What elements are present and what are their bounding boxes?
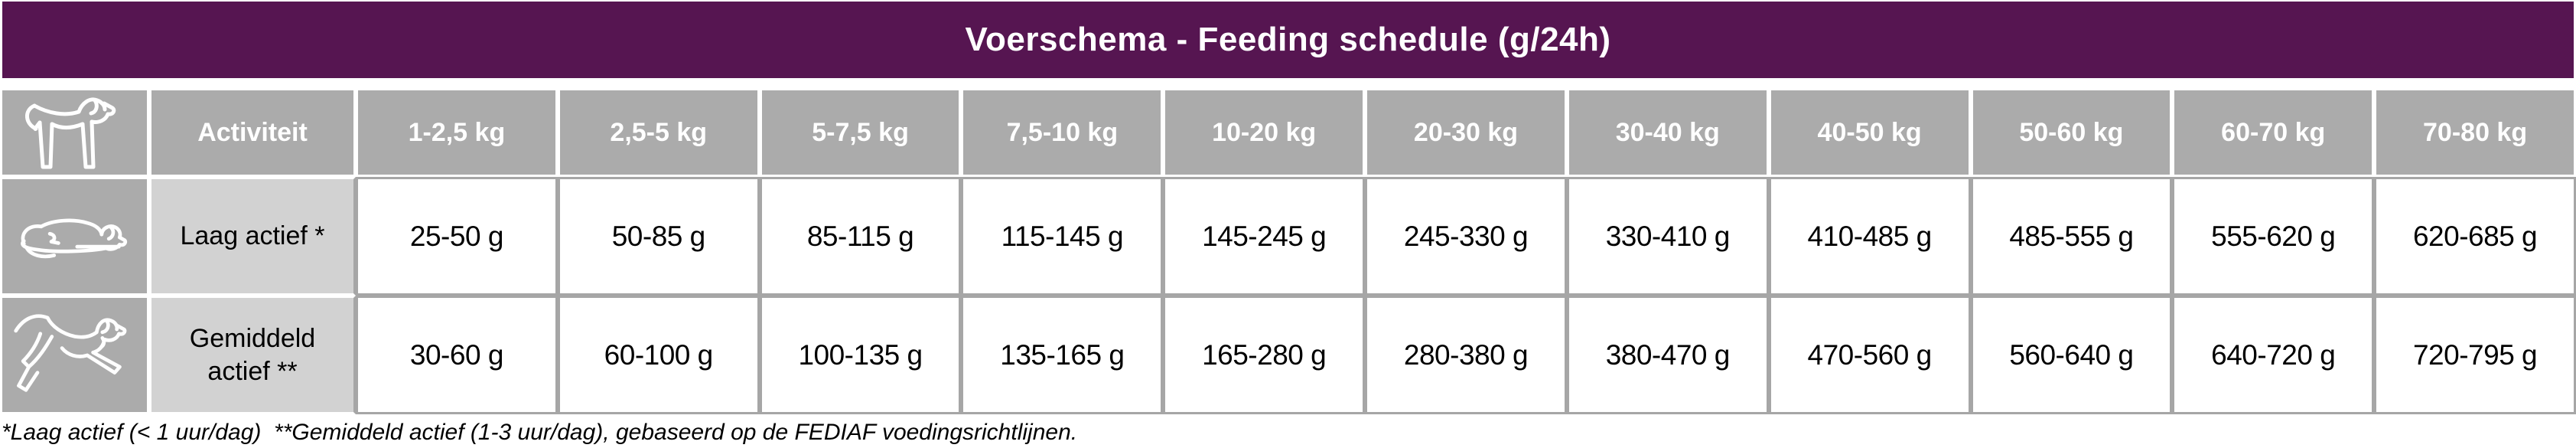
dose-cell: 60-100 g [557,296,760,414]
weight-header-cell: 50-60 kg [1970,88,2173,177]
row-icon-cell [0,296,149,414]
dose-cell: 620-685 g [2374,177,2576,296]
weight-header-cell: 10-20 kg [1163,88,1366,177]
dose-cell: 720-795 g [2374,296,2576,414]
table-row-low-active: Laag actief * 25-50 g 50-85 g 85-115 g 1… [0,177,2576,296]
weight-header-cell: 1-2,5 kg [356,88,558,177]
dose-cell: 560-640 g [1970,296,2173,414]
dose-cell: 100-135 g [759,296,962,414]
dose-cell: 25-50 g [356,177,558,296]
dose-cell: 485-555 g [1970,177,2173,296]
weight-header-cell: 70-80 kg [2374,88,2576,177]
dose-cell: 330-410 g [1566,177,1769,296]
dose-cell: 380-470 g [1566,296,1769,414]
dose-cell: 555-620 g [2172,177,2375,296]
activity-label: Gemiddeld actief ** [149,296,356,414]
row-icon-cell [0,177,149,296]
weight-header-cell: 2,5-5 kg [557,88,760,177]
weight-header-cell: 40-50 kg [1768,88,1971,177]
dose-cell: 280-380 g [1365,296,1567,414]
header-row: Activiteit 1-2,5 kg 2,5-5 kg 5-7,5 kg 7,… [0,88,2576,177]
dose-cell: 165-280 g [1163,296,1366,414]
weight-header-cell: 60-70 kg [2172,88,2375,177]
footnote: *Laag actief (< 1 uur/dag) **Gemiddeld a… [2,420,1078,445]
dose-cell: 245-330 g [1365,177,1567,296]
table-title-banner: Voerschema - Feeding schedule (g/24h) [2,2,2574,78]
lying-dog-icon [20,218,127,258]
dose-cell: 85-115 g [759,177,962,296]
standing-dog-icon [24,97,116,169]
weight-header-cell: 20-30 kg [1365,88,1567,177]
header-icon-cell [0,88,149,177]
running-dog-icon [13,313,126,392]
dose-cell: 410-485 g [1768,177,1971,296]
page-title: Voerschema - Feeding schedule (g/24h) [965,21,1611,58]
dose-cell: 50-85 g [557,177,760,296]
activity-label: Laag actief * [149,177,356,296]
dose-cell: 145-245 g [1163,177,1366,296]
table-row-medium-active: Gemiddeld actief ** 30-60 g 60-100 g 100… [0,296,2576,414]
activity-column-header: Activiteit [149,88,356,177]
dose-cell: 135-165 g [961,296,1164,414]
weight-header-cell: 7,5-10 kg [961,88,1164,177]
feeding-schedule-table: Activiteit 1-2,5 kg 2,5-5 kg 5-7,5 kg 7,… [0,88,2576,414]
dose-cell: 640-720 g [2172,296,2375,414]
weight-header-cell: 30-40 kg [1566,88,1769,177]
dose-cell: 30-60 g [356,296,558,414]
weight-header-cell: 5-7,5 kg [759,88,962,177]
dose-cell: 470-560 g [1768,296,1971,414]
dose-cell: 115-145 g [961,177,1164,296]
